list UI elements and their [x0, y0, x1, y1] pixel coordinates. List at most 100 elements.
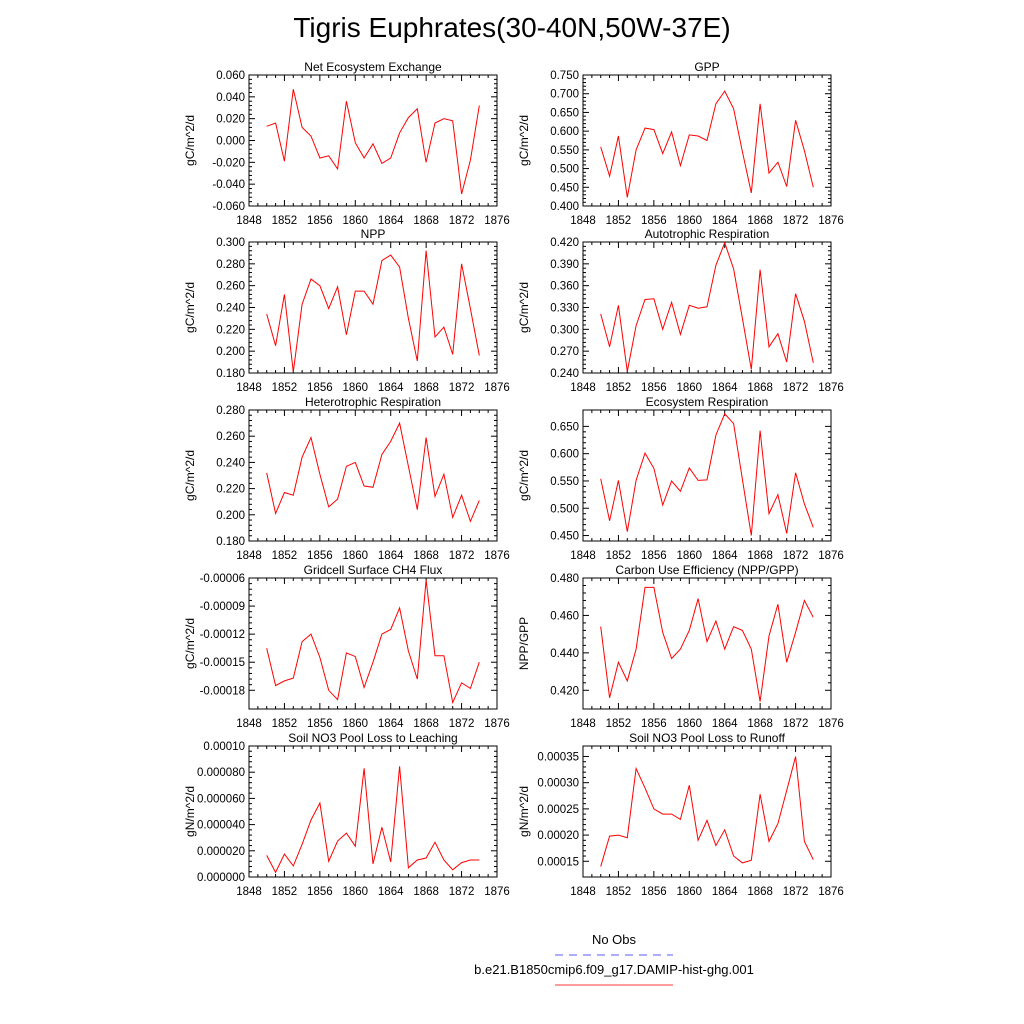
- x-tick-label: 1856: [641, 886, 667, 898]
- y-tick-label: 0.450: [550, 182, 579, 194]
- x-tick-label: 1868: [413, 382, 439, 394]
- y-tick-label: 0.270: [550, 346, 579, 358]
- x-tick-label: 1872: [449, 718, 475, 730]
- plot-frame: [582, 745, 832, 878]
- y-tick-label: -0.00012: [200, 629, 245, 641]
- series-line: [266, 250, 480, 372]
- x-tick-label: 1856: [641, 550, 667, 562]
- x-tick-label: 1848: [570, 886, 596, 898]
- plot-frame: [582, 577, 832, 710]
- panel-title: Soil NO3 Pool Loss to Runoff: [629, 731, 786, 745]
- y-tick-label: -0.060: [212, 201, 245, 213]
- x-tick-label: 1852: [272, 550, 298, 562]
- y-tick-label: 0.330: [550, 303, 579, 315]
- plot-frame: [248, 409, 498, 542]
- panel-7: Carbon Use Efficiency (NPP/GPP) NPP/GPP 0.…: [517, 563, 844, 730]
- x-tick-label: 1856: [641, 718, 667, 730]
- plot-frame: [248, 745, 498, 878]
- panel-2: NPP gC/m^2/d 0.180 0.200 0.220 0.240 0.260 0.28…: [183, 227, 510, 394]
- x-tick-label: 1864: [378, 550, 404, 562]
- y-tick-label: 0.00015: [537, 856, 579, 868]
- x-tick-label: 1848: [236, 215, 262, 227]
- y-tick-label: 0.600: [550, 449, 579, 461]
- x-tick-label: 1876: [818, 215, 844, 227]
- x-tick-label: 1868: [747, 886, 773, 898]
- y-axis-label: gN/m^2/d: [517, 786, 531, 837]
- y-tick-label: 0.180: [216, 368, 245, 380]
- x-tick-label: 1856: [307, 886, 333, 898]
- y-tick-label: 0.00025: [537, 804, 579, 816]
- x-tick-label: 1876: [818, 382, 844, 394]
- series-line: [600, 241, 814, 372]
- y-tick-label: 0.280: [216, 405, 245, 417]
- y-tick-label: 0.280: [216, 259, 245, 271]
- y-tick-label: 0.220: [216, 324, 245, 336]
- x-tick-label: 1872: [449, 382, 475, 394]
- x-tick-label: 1856: [307, 382, 333, 394]
- x-tick-label: 1864: [378, 215, 404, 227]
- y-axis-label: NPP/GPP: [517, 617, 531, 670]
- x-tick-label: 1852: [272, 886, 298, 898]
- y-tick-label: 0.300: [550, 324, 579, 336]
- x-tick-label: 1852: [606, 382, 632, 394]
- y-tick-label: 0.000040: [197, 820, 245, 832]
- y-tick-label: 0.440: [550, 648, 579, 660]
- y-tick-label: 0.040: [216, 92, 245, 104]
- panel-0: Net Ecosystem Exchange gC/m^2/d -0.060 -0.0…: [183, 60, 510, 227]
- panel-4: Heterotrophic Respiration gC/m^2/d 0.180 0.…: [183, 395, 510, 562]
- page-title: Tigris Euphrates(30-40N,50W-37E): [293, 12, 731, 43]
- y-tick-label: 0.390: [550, 259, 579, 271]
- y-tick-label: -0.00015: [200, 657, 245, 669]
- x-tick-label: 1860: [342, 382, 368, 394]
- x-tick-label: 1852: [606, 886, 632, 898]
- x-tick-label: 1876: [484, 718, 510, 730]
- y-axis-label: gC/m^2/d: [517, 450, 531, 501]
- panel-title: Autotrophic Respiration: [645, 227, 770, 241]
- y-tick-label: 0.360: [550, 281, 579, 293]
- panel-1: GPP gC/m^2/d 0.400 0.450 0.500 0.550 0.600 0.65…: [517, 60, 844, 227]
- y-tick-label: 0.500: [550, 164, 579, 176]
- y-axis-label: gC/m^2/d: [183, 450, 197, 501]
- y-tick-label: 0.260: [216, 281, 245, 293]
- y-tick-label: 0.000060: [197, 793, 245, 805]
- y-tick-label: 0.020: [216, 114, 245, 126]
- panel-8: Soil NO3 Pool Loss to LeachinggN/m^2/d0.…: [183, 731, 510, 898]
- y-tick-label: 0.750: [550, 70, 579, 82]
- x-tick-label: 1872: [783, 382, 809, 394]
- x-tick-label: 1868: [413, 718, 439, 730]
- x-tick-label: 1860: [342, 215, 368, 227]
- series-line: [600, 586, 814, 702]
- x-tick-label: 1848: [570, 718, 596, 730]
- x-tick-label: 1868: [747, 215, 773, 227]
- y-axis-label: gN/m^2/d: [183, 786, 197, 837]
- y-tick-label: -0.040: [212, 179, 245, 191]
- y-tick-label: 0.420: [550, 237, 579, 249]
- x-tick-label: 1876: [484, 382, 510, 394]
- x-tick-label: 1872: [783, 215, 809, 227]
- y-tick-label: -0.00018: [200, 685, 245, 697]
- x-tick-label: 1872: [783, 886, 809, 898]
- y-tick-label: 0.700: [550, 89, 579, 101]
- y-tick-label: 0.450: [550, 531, 579, 543]
- x-tick-label: 1848: [236, 718, 262, 730]
- y-tick-label: 0.600: [550, 126, 579, 138]
- x-tick-label: 1848: [236, 886, 262, 898]
- y-tick-label: 0.000: [216, 136, 245, 148]
- x-tick-label: 1848: [236, 382, 262, 394]
- x-tick-label: 1864: [712, 886, 738, 898]
- x-tick-label: 1848: [236, 550, 262, 562]
- y-tick-label: 0.460: [550, 610, 579, 622]
- y-tick-label: 0.000000: [197, 872, 245, 884]
- series-line: [266, 421, 480, 523]
- series-line: [266, 89, 480, 195]
- x-tick-label: 1852: [272, 382, 298, 394]
- x-tick-label: 1860: [676, 886, 702, 898]
- x-tick-label: 1856: [307, 215, 333, 227]
- y-tick-label: 0.220: [216, 484, 245, 496]
- y-tick-label: 0.00020: [537, 830, 579, 842]
- x-tick-label: 1864: [378, 382, 404, 394]
- x-tick-label: 1848: [570, 550, 596, 562]
- x-tick-label: 1856: [307, 718, 333, 730]
- y-tick-label: 0.200: [216, 346, 245, 358]
